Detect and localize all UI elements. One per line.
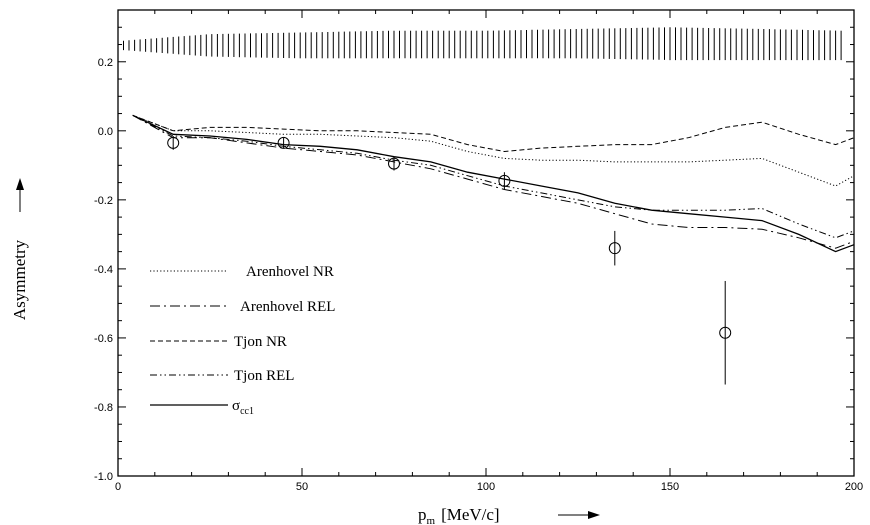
data-point [719,326,732,339]
x-axis-title-sub: m [427,515,436,525]
y-tick-label: -0.2 [94,195,113,207]
y-tick-label: -0.8 [94,402,113,414]
x-axis-arrow [558,511,600,519]
series-line-0 [132,114,855,187]
data-points [167,135,732,385]
y-axis-arrow [16,178,24,212]
y-tick-label: -1.0 [94,471,113,483]
data-point [388,157,400,170]
legend: Arenhovel NR Arenhovel REL Tjon NR Tjon REL… [150,264,335,417]
legend-label-0: Arenhovel NR [246,264,334,280]
legend-label-2: Tjon NR [234,334,287,350]
series-line-1 [132,114,855,249]
axis-ticks: 0 50 100 150 200 0.2 0.0 -0.2 -0.4 -0.6 -0.8 -1.0 [94,10,863,493]
x-axis-title: pm [MeV/c] [418,505,500,525]
series-line-4 [132,114,855,253]
series-line-2 [132,114,855,153]
x-tick-label: 50 [296,481,308,493]
y-tick-label: -0.4 [94,264,113,276]
plot-frame [117,9,855,477]
x-tick-label: 200 [845,481,863,493]
x-tick-label: 100 [477,481,495,493]
x-tick-label: 0 [115,481,121,493]
data-point [498,174,511,187]
legend-label-4: σcc1 [232,398,254,417]
y-tick-label: -0.6 [94,333,113,345]
curves [132,114,855,253]
y-tick-label: 0.0 [98,126,113,138]
data-point [277,136,290,149]
y-axis-title: Asymmetry [10,239,29,320]
data-point [608,242,621,255]
data-point [167,136,180,149]
x-tick-label: 150 [661,481,679,493]
x-axis-title-unit: [MeV/c] [441,505,500,524]
uncertainty-band [117,27,842,61]
y-tick-label: 0.2 [98,57,113,69]
legend-label-3: Tjon REL [234,368,294,384]
legend-label-1: Arenhovel REL [240,299,335,315]
